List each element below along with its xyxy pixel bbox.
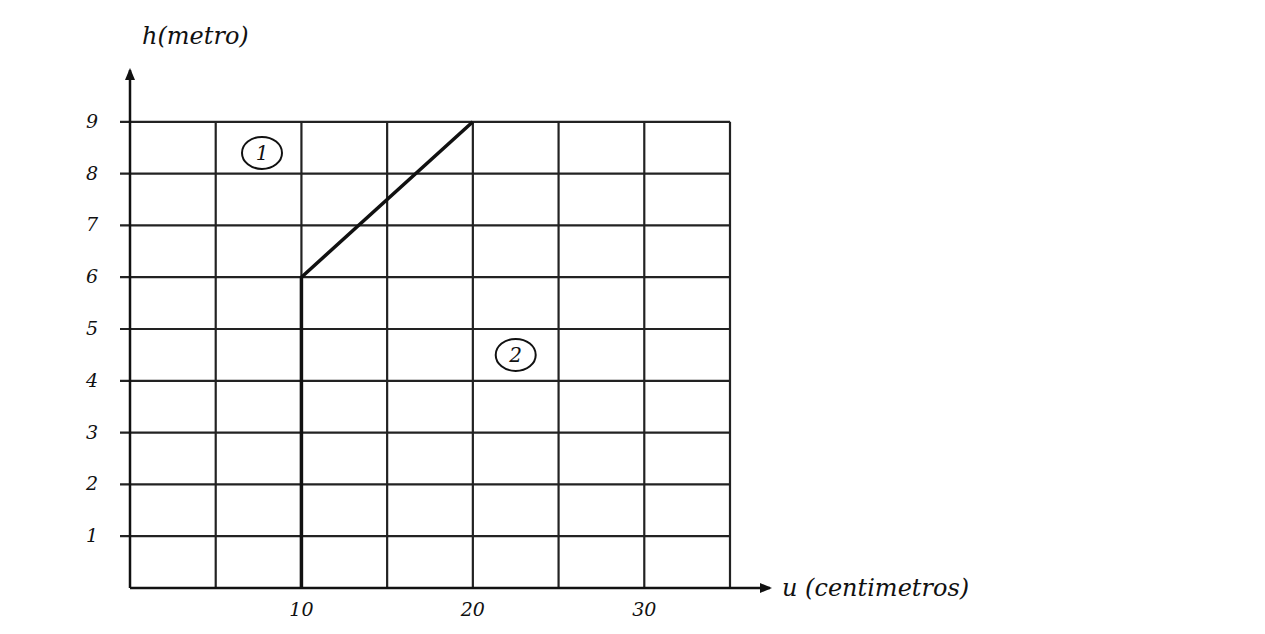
grid-line xyxy=(120,432,730,434)
y-tick-label: 2 xyxy=(85,472,98,494)
x-tick-label: 10 xyxy=(289,598,313,620)
minor-grid-line xyxy=(557,122,559,588)
annotation-circle xyxy=(242,137,282,169)
y-tick-label: 4 xyxy=(85,369,98,391)
grid-line xyxy=(120,121,730,123)
boundary-line xyxy=(301,122,472,588)
minor-grid-line xyxy=(386,122,388,588)
grid-line xyxy=(120,483,730,485)
grid-line xyxy=(120,224,730,226)
x-axis-arrow xyxy=(760,583,772,593)
grid-line xyxy=(643,122,645,588)
x-axis xyxy=(130,587,770,590)
annotation-circle xyxy=(496,339,536,371)
y-axis-title: h(metro) xyxy=(142,22,249,50)
y-tick-label: 7 xyxy=(86,213,99,235)
x-tick-label: 20 xyxy=(460,598,485,620)
chart: 1 2 3 4 5 6 7 8 9 10 20 30 h(metro) u (centimetros) 1 2 xyxy=(0,0,1265,634)
grid-line xyxy=(120,173,730,175)
grid-line xyxy=(120,328,730,330)
y-axis-arrow xyxy=(125,68,135,80)
annotation: 2 xyxy=(508,343,522,367)
x-tick-label: 30 xyxy=(632,598,656,620)
annotation: 1 xyxy=(256,141,269,165)
grid-line xyxy=(120,380,730,382)
plot-area xyxy=(301,122,472,588)
y-tick-label: 1 xyxy=(86,524,98,546)
y-tick-label: 9 xyxy=(86,110,98,132)
minor-grid-line xyxy=(729,122,731,588)
minor-grid-line xyxy=(215,122,217,588)
y-tick-label: 6 xyxy=(86,265,98,287)
y-tick-label: 3 xyxy=(86,421,98,443)
grid-line xyxy=(120,276,730,278)
grid-line xyxy=(120,535,730,537)
x-axis-title: u (centimetros) xyxy=(782,574,969,602)
y-tick-label: 8 xyxy=(86,162,98,184)
y-axis xyxy=(129,70,132,588)
y-tick-label: 5 xyxy=(86,317,98,339)
grid-line xyxy=(472,122,474,588)
